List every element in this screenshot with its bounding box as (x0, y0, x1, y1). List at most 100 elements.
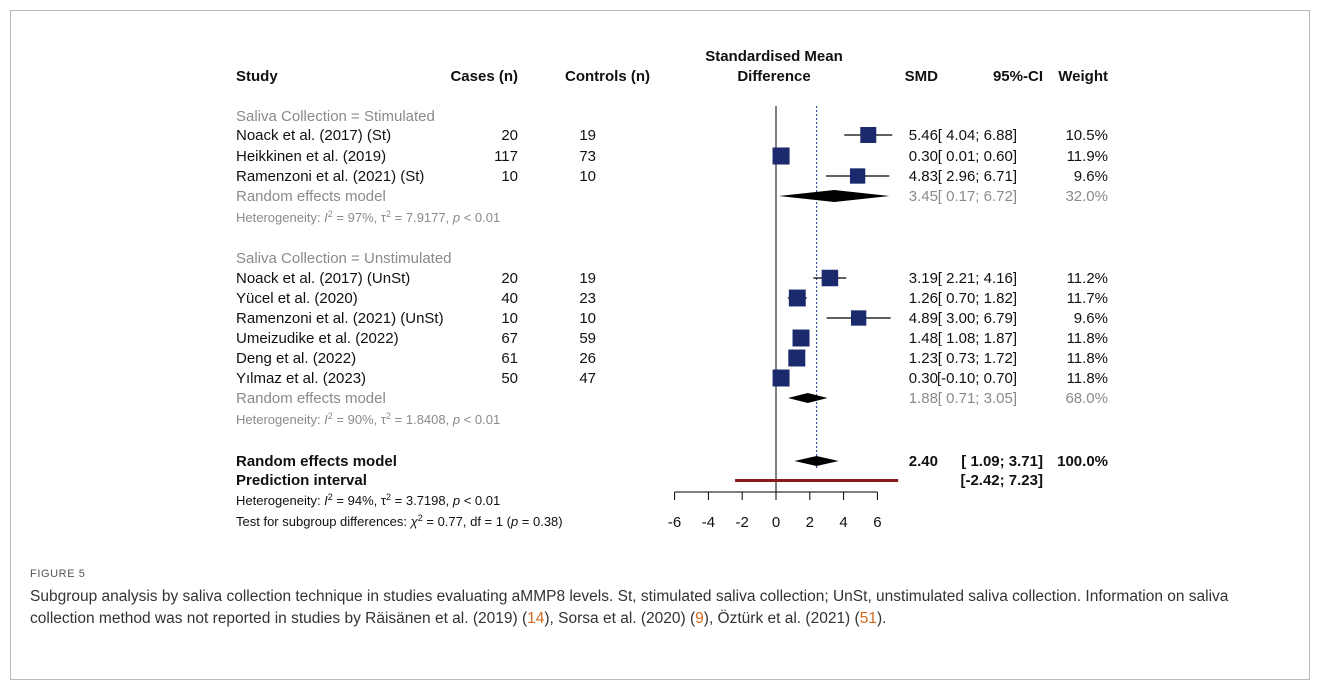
study-cases: 50 (501, 370, 518, 387)
study-weight: 10.5% (1065, 127, 1108, 144)
study-cases: 40 (501, 290, 518, 307)
study-smd: 1.26 (909, 290, 938, 307)
study-name: Noack et al. (2017) (UnSt) (236, 270, 410, 287)
x-axis-tick-label: 2 (806, 514, 814, 531)
study-ci: [-0.10; 0.70] (937, 370, 1017, 387)
study-smd: 1.48 (909, 330, 938, 347)
x-axis-tick-label: 0 (772, 514, 780, 531)
study-weight: 11.8% (1067, 350, 1108, 367)
study-weight: 11.7% (1067, 290, 1108, 307)
study-controls: 26 (579, 350, 596, 367)
effect-square (788, 289, 806, 307)
header-ci: 95%-CI (993, 68, 1043, 85)
study-controls: 10 (579, 310, 596, 327)
header-effect: Difference (737, 68, 810, 85)
effect-square (850, 310, 867, 326)
study-smd: 4.89 (909, 310, 938, 327)
subgroup-model-weight: 68.0% (1065, 390, 1108, 407)
caption-text-segment: ). (876, 610, 887, 627)
study-ci: [ 1.08; 1.87] (938, 330, 1017, 347)
prediction-interval-label: Prediction interval (236, 472, 367, 489)
caption-text-segment: Subgroup analysis by saliva collection t… (30, 588, 1229, 627)
overall-heterogeneity: Heterogeneity: I2 = 94%, τ2 = 3.7198, p … (236, 492, 500, 508)
figure-caption: Subgroup analysis by saliva collection t… (30, 586, 1292, 630)
study-ci: [ 2.21; 4.16] (938, 270, 1017, 287)
study-smd: 3.19 (909, 270, 938, 287)
figure-label: FIGURE 5 (30, 568, 86, 580)
effect-square (849, 168, 866, 184)
study-name: Heikkinen et al. (2019) (236, 148, 386, 165)
study-ci: [ 0.73; 1.72] (938, 350, 1017, 367)
study-weight: 11.2% (1067, 270, 1108, 287)
study-ci: [ 2.96; 6.71] (938, 168, 1017, 185)
effect-square (792, 329, 810, 347)
subgroup-model-ci: [ 0.17; 6.72] (938, 188, 1017, 205)
header-cases: Cases (n) (450, 68, 518, 85)
subgroup-model-smd: 3.45 (909, 188, 938, 205)
study-weight: 9.6% (1074, 168, 1108, 185)
study-name: Noack et al. (2017) (St) (236, 127, 391, 144)
caption-reference-link[interactable]: 51 (859, 610, 877, 627)
study-controls: 23 (579, 290, 596, 307)
study-name: Umeizudike et al. (2022) (236, 330, 399, 347)
study-name: Ramenzoni et al. (2021) (UnSt) (236, 310, 444, 327)
subgroup-model-label: Random effects model (236, 188, 386, 205)
x-axis-tick-label: 4 (839, 514, 847, 531)
caption-text-segment: ), Sorsa et al. (2020) ( (544, 610, 696, 627)
study-smd: 0.30 (909, 370, 938, 387)
overall-model-ci: [ 1.09; 3.71] (961, 453, 1043, 470)
study-name: Ramenzoni et al. (2021) (St) (236, 168, 424, 185)
caption-text-segment: ), Öztürk et al. (2021) ( (703, 610, 860, 627)
study-smd: 5.46 (909, 127, 938, 144)
subgroup-diamond (787, 393, 828, 403)
overall-model-label: Random effects model (236, 453, 397, 470)
prediction-interval-ci: [-2.42; 7.23] (960, 472, 1043, 489)
caption-reference-link[interactable]: 9 (695, 610, 704, 627)
study-controls: 59 (579, 330, 596, 347)
overall-model-smd: 2.40 (909, 453, 938, 470)
subgroup-diamond (778, 190, 890, 202)
study-cases: 117 (494, 148, 518, 165)
study-ci: [ 0.01; 0.60] (938, 148, 1017, 165)
study-smd: 0.30 (909, 148, 938, 165)
subgroup-model-label: Random effects model (236, 390, 386, 407)
study-controls: 73 (579, 148, 596, 165)
header-effect: Standardised Mean (705, 48, 843, 65)
overall-model-weight: 100.0% (1057, 453, 1108, 470)
study-cases: 20 (501, 127, 518, 144)
study-cases: 61 (501, 350, 518, 367)
header-smd: SMD (905, 68, 939, 85)
x-axis-tick-label: -2 (736, 514, 749, 531)
study-ci: [ 0.70; 1.82] (938, 290, 1017, 307)
study-name: Yücel et al. (2020) (236, 290, 358, 307)
study-name: Yılmaz et al. (2023) (236, 370, 366, 387)
study-name: Deng et al. (2022) (236, 350, 356, 367)
effect-square (772, 147, 790, 165)
study-smd: 1.23 (909, 350, 938, 367)
subgroup-heterogeneity: Heterogeneity: I2 = 97%, τ2 = 7.9177, p … (236, 209, 500, 225)
study-weight: 11.8% (1067, 370, 1108, 387)
subgroup-model-smd: 1.88 (909, 390, 938, 407)
header-weight: Weight (1058, 68, 1108, 85)
header-controls: Controls (n) (565, 68, 650, 85)
effect-square (821, 269, 839, 287)
study-cases: 10 (501, 310, 518, 327)
study-cases: 10 (501, 168, 518, 185)
subgroup-model-weight: 32.0% (1065, 188, 1108, 205)
x-axis-tick-label: -6 (668, 514, 681, 531)
study-weight: 11.9% (1067, 148, 1108, 165)
effect-square (860, 127, 877, 143)
study-smd: 4.83 (909, 168, 938, 185)
study-ci: [ 3.00; 6.79] (938, 310, 1017, 327)
effect-square (772, 369, 790, 387)
forest-plot: Study Cases (n) Controls (n) Standardised M… (236, 48, 1108, 531)
study-cases: 67 (501, 330, 518, 347)
header-study: Study (236, 68, 278, 85)
subgroup-heterogeneity: Heterogeneity: I2 = 90%, τ2 = 1.8408, p … (236, 411, 500, 427)
study-controls: 10 (579, 168, 596, 185)
x-axis-tick-label: 6 (873, 514, 881, 531)
caption-reference-link[interactable]: 14 (527, 610, 545, 627)
study-weight: 11.8% (1067, 330, 1108, 347)
overall-diamond (794, 456, 839, 466)
study-weight: 9.6% (1074, 310, 1108, 327)
